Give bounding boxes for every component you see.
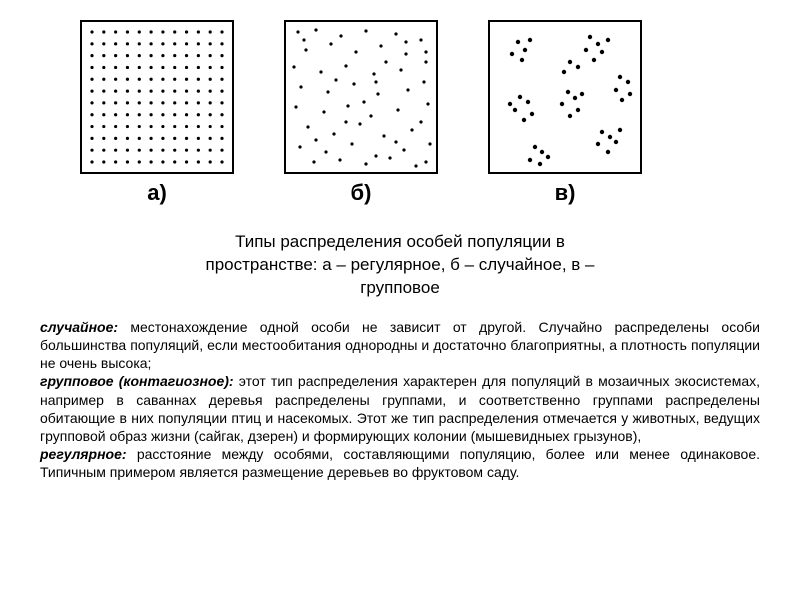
term-grouped: групповое (контагиозное): (40, 373, 234, 389)
panel-b-svg (286, 22, 436, 172)
panel-b (284, 20, 438, 174)
panel-b-wrap: б) (284, 20, 438, 206)
panel-c (488, 20, 642, 174)
figure-caption: Типы распределения особей популяции в пр… (100, 231, 700, 300)
body-text: случайное: местонахождение одной особи н… (40, 318, 760, 482)
distribution-panels: а) б) в) (80, 20, 760, 206)
panel-a-label: а) (147, 180, 167, 206)
panel-c-label: в) (555, 180, 576, 206)
panel-a (80, 20, 234, 174)
panel-c-wrap: в) (488, 20, 642, 206)
caption-line-3: групповое (360, 278, 440, 297)
panel-a-wrap: а) (80, 20, 234, 206)
caption-line-1: Типы распределения особей популяции в (235, 232, 565, 251)
panel-a-svg (82, 22, 232, 172)
text-random: местонахождение одной особи не зависит о… (40, 319, 760, 371)
term-random: случайное: (40, 319, 118, 335)
panel-c-svg (490, 22, 640, 172)
text-regular: расстояние между особями, составляющими … (40, 446, 760, 480)
term-regular: регулярное: (40, 446, 127, 462)
caption-line-2: пространстве: а – регулярное, б – случай… (206, 255, 595, 274)
panel-b-label: б) (351, 180, 372, 206)
